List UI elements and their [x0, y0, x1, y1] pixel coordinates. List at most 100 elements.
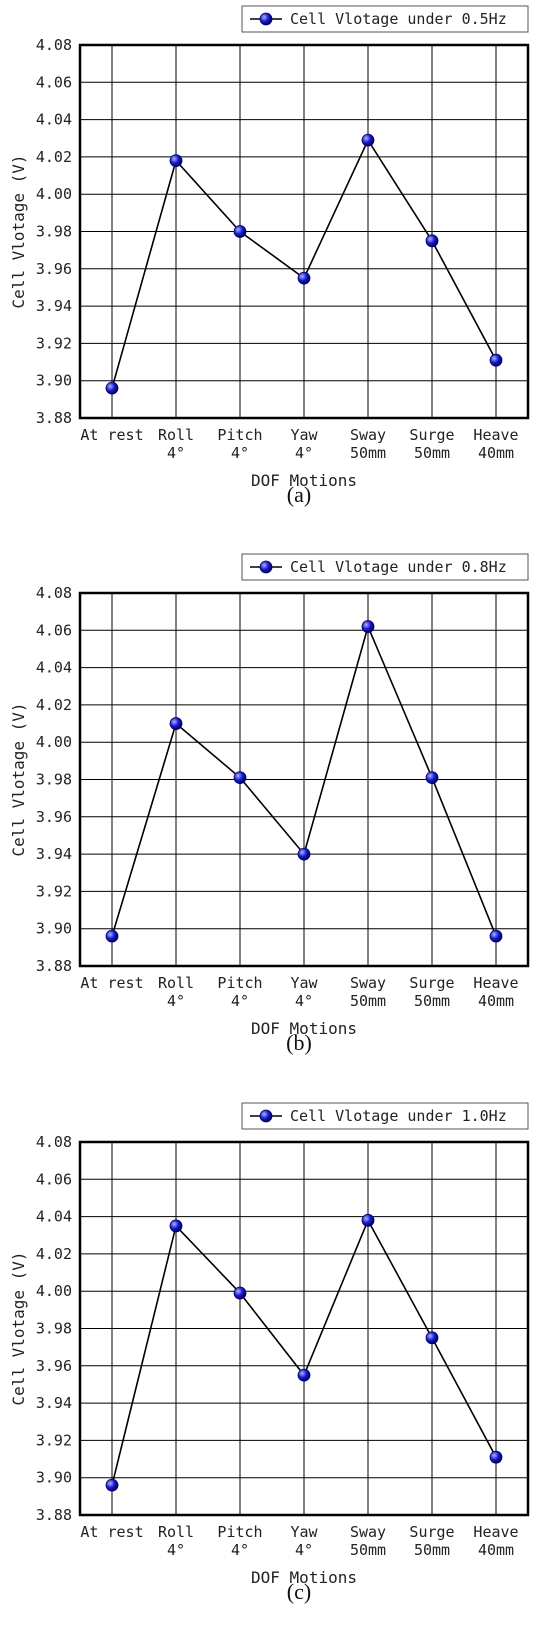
x-tick-label: 4° [231, 1541, 249, 1559]
x-tick-label: Roll [158, 1523, 194, 1541]
y-tick-label: 4.00 [36, 733, 72, 751]
x-tick-label: 4° [231, 444, 249, 462]
x-tick-label: Yaw [290, 974, 318, 992]
data-point [105, 929, 119, 943]
y-tick-label: 4.00 [36, 1282, 72, 1300]
legend-label: Cell Vlotage under 0.8Hz [290, 558, 507, 576]
x-axis-title: DOF Motions [251, 1568, 357, 1587]
data-point [361, 133, 375, 147]
x-tick-label: 50mm [350, 992, 386, 1010]
x-axis-title: DOF Motions [251, 471, 357, 490]
y-tick-label: 4.08 [36, 36, 72, 54]
y-tick-label: 3.92 [36, 1431, 72, 1449]
legend-box [241, 553, 529, 581]
x-tick-label: 4° [295, 992, 313, 1010]
x-tick-label: At rest [80, 426, 143, 444]
y-tick-label: 3.88 [36, 409, 72, 427]
x-tick-label: Roll [158, 426, 194, 444]
y-tick-label: 4.02 [36, 1245, 72, 1263]
x-tick-label: Pitch [217, 426, 262, 444]
data-point [297, 271, 311, 285]
y-tick-label: 3.88 [36, 1506, 72, 1524]
data-point [105, 1478, 119, 1492]
legend-marker [259, 560, 273, 574]
y-axis-title: Cell Vlotage (V) [9, 1251, 28, 1405]
x-tick-label: 40mm [478, 1541, 514, 1559]
y-tick-label: 4.06 [36, 621, 72, 639]
y-axis-title: Cell Vlotage (V) [9, 154, 28, 308]
x-tick-label: Yaw [290, 1523, 318, 1541]
data-point [297, 847, 311, 861]
y-tick-label: 3.98 [36, 223, 72, 241]
x-tick-label: Roll [158, 974, 194, 992]
y-tick-label: 4.06 [36, 73, 72, 91]
x-tick-label: 50mm [350, 444, 386, 462]
x-tick-label: Heave [473, 426, 518, 444]
y-tick-label: 4.04 [36, 1208, 72, 1226]
x-tick-label: Surge [409, 426, 454, 444]
x-tick-label: Surge [409, 974, 454, 992]
data-point [297, 1368, 311, 1382]
x-tick-label: Pitch [217, 1523, 262, 1541]
legend-box [241, 5, 529, 33]
legend-box [241, 1102, 529, 1130]
plot-frame [78, 43, 530, 420]
chart-panel-2: 3.88 3.90 3.92 3.94 3.96 3.98 4.00 4.02 4.04 4.06… [9, 553, 530, 1055]
data-point [425, 1331, 439, 1345]
data-point [361, 1213, 375, 1227]
x-axis-title: DOF Motions [251, 1019, 357, 1038]
y-tick-label: 4.02 [36, 696, 72, 714]
legend: Cell Vlotage under 0.5Hz [241, 5, 529, 33]
plot-frame [78, 591, 530, 968]
x-tick-label: Sway [350, 426, 386, 444]
data-point [105, 381, 119, 395]
y-axis-title: Cell Vlotage (V) [9, 702, 28, 856]
legend-label: Cell Vlotage under 1.0Hz [290, 1107, 507, 1125]
plot-frame [78, 1140, 530, 1517]
y-tick-label: 4.06 [36, 1170, 72, 1188]
x-tick-label: 40mm [478, 992, 514, 1010]
y-tick-label: 4.02 [36, 148, 72, 166]
y-tick-label: 3.98 [36, 1320, 72, 1338]
gridlines [80, 1141, 528, 1516]
legend: Cell Vlotage under 1.0Hz [241, 1102, 529, 1130]
y-tick-label: 3.90 [36, 1469, 72, 1487]
y-tick-label: 4.08 [36, 584, 72, 602]
y-tick-label: 3.98 [36, 771, 72, 789]
legend-label: Cell Vlotage under 0.5Hz [290, 10, 507, 28]
x-tick-label: 50mm [414, 992, 450, 1010]
data-point [489, 353, 503, 367]
data-point [489, 1450, 503, 1464]
data-point [169, 717, 183, 730]
y-tick-label: 3.94 [36, 845, 72, 863]
x-tick-label: Yaw [290, 426, 318, 444]
y-tick-label: 3.94 [36, 1394, 72, 1412]
y-tick-label: 4.08 [36, 1133, 72, 1151]
x-tick-label: Heave [473, 1523, 518, 1541]
data-point [233, 225, 247, 238]
x-tick-label: 50mm [350, 1541, 386, 1559]
y-tick-label: 3.94 [36, 297, 72, 315]
chart-panel-3: 3.88 3.90 3.92 3.94 3.96 3.98 4.00 4.02 4.04 4.06… [9, 1102, 530, 1604]
data-point [425, 234, 439, 248]
y-tick-label: 3.92 [36, 334, 72, 352]
x-tick-label: At rest [80, 974, 143, 992]
data-point [169, 1219, 183, 1233]
x-tick-label: Heave [473, 974, 518, 992]
y-tick-label: 3.90 [36, 920, 72, 938]
x-tick-label: Sway [350, 974, 386, 992]
legend: Cell Vlotage under 0.8Hz [241, 553, 529, 581]
x-tick-label: 4° [295, 444, 313, 462]
data-point [489, 929, 503, 943]
data-point [233, 771, 247, 785]
x-tick-label: Pitch [217, 974, 262, 992]
y-tick-label: 3.92 [36, 882, 72, 900]
y-tick-label: 4.00 [36, 185, 72, 203]
legend-marker [259, 1109, 273, 1123]
x-tick-label: Surge [409, 1523, 454, 1541]
y-tick-label: 4.04 [36, 659, 72, 677]
x-tick-label: 4° [167, 1541, 185, 1559]
x-tick-label: 4° [295, 1541, 313, 1559]
